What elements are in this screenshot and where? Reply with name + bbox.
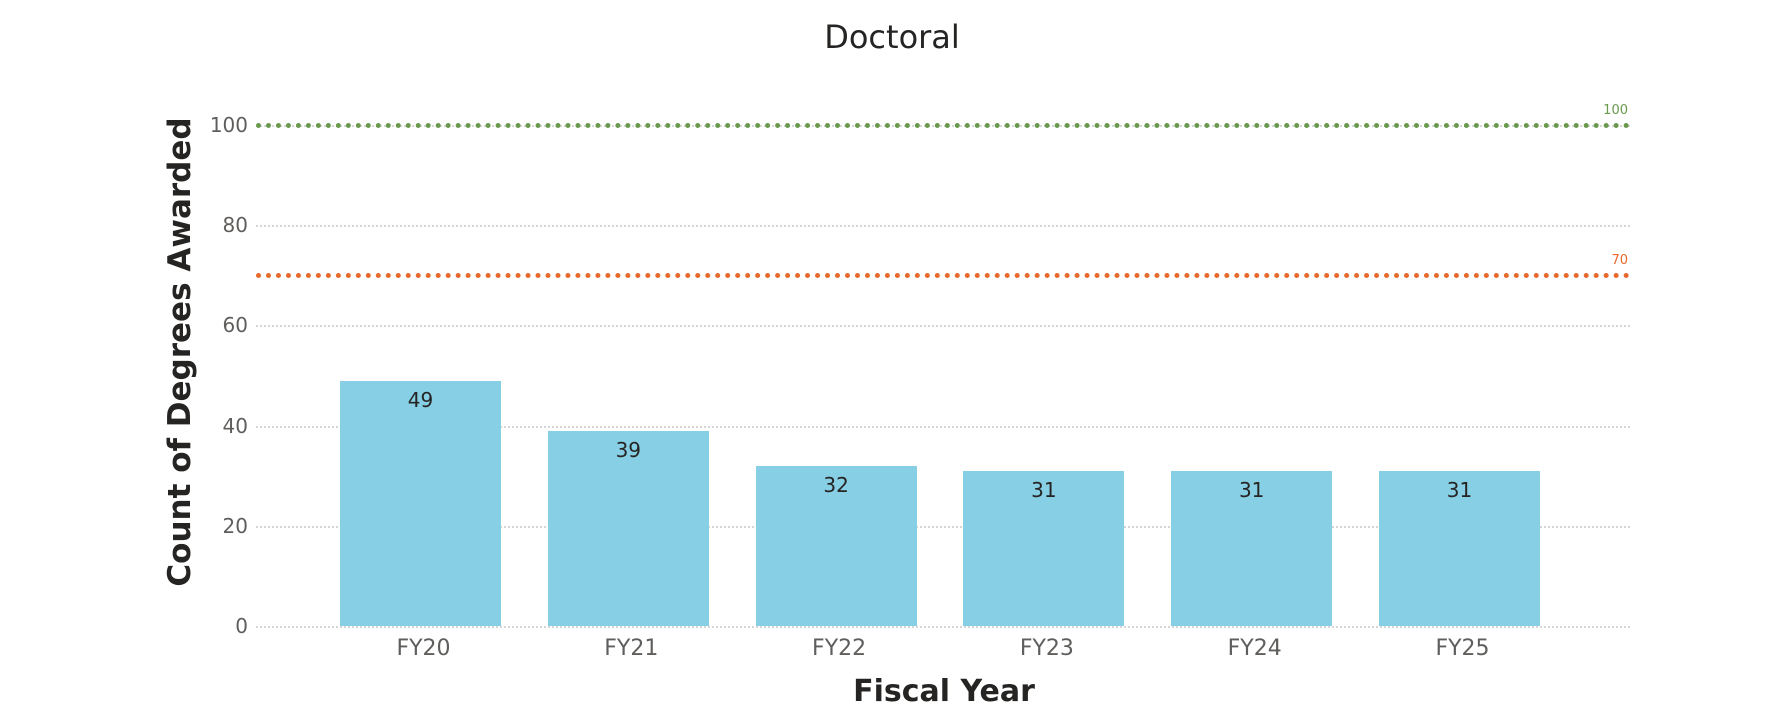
data-label: 49	[407, 387, 434, 412]
y-tick-label: 40	[222, 413, 248, 438]
x-tick-label: FY25	[1435, 636, 1490, 661]
chart-title: Doctoral	[824, 18, 960, 56]
x-tick-label: FY24	[1227, 636, 1282, 661]
x-tick-label: FY21	[604, 636, 659, 661]
gridline	[256, 325, 1630, 328]
gridline	[256, 626, 1630, 628]
bar-fy24[interactable]	[1171, 470, 1333, 626]
y-tick-label: 100	[209, 113, 248, 137]
x-axis-label: Fiscal Year	[853, 674, 1035, 709]
bar-fy21[interactable]	[547, 430, 709, 626]
y-tick-label: 60	[222, 313, 248, 338]
data-label: 31	[1446, 477, 1473, 502]
x-tick-label: FY23	[1019, 636, 1074, 661]
bar-fy23[interactable]	[963, 470, 1125, 626]
x-tick-label: FY22	[812, 636, 867, 661]
gridline	[256, 525, 1630, 528]
y-tick-label: 0	[235, 614, 248, 638]
bar-fy25[interactable]	[1379, 470, 1540, 626]
gridline	[256, 425, 1630, 428]
data-label: 31	[1031, 477, 1057, 502]
reference-line-label: 100	[1603, 103, 1628, 118]
x-tick-label: FY20	[396, 636, 451, 661]
y-tick-label: 20	[222, 513, 248, 538]
gridline	[256, 225, 1630, 228]
bar-fy22[interactable]	[755, 465, 917, 626]
data-label: 39	[615, 437, 642, 462]
reference-line-label: 70	[1611, 253, 1628, 269]
bar-fy20[interactable]	[340, 380, 501, 626]
reference-line-100	[256, 123, 1630, 128]
data-label: 31	[1238, 477, 1265, 502]
data-label: 32	[823, 472, 849, 497]
y-tick-label: 80	[222, 213, 248, 238]
reference-line-70	[256, 273, 1630, 279]
